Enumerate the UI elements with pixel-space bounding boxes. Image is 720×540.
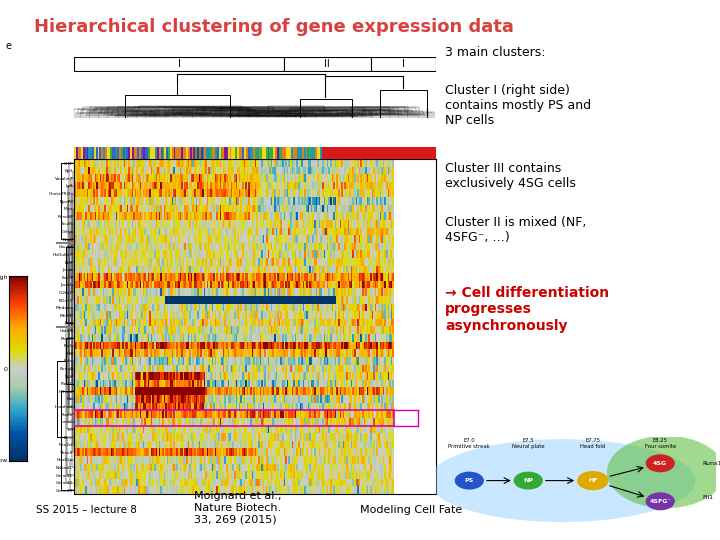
Text: Cluster I (right side)
contains mostly PS and
NP cells: Cluster I (right side) contains mostly P…: [445, 84, 591, 127]
Bar: [74, 57, 284, 71]
Text: Cluster II is mixed (NF,
4SFG⁻, …): Cluster II is mixed (NF, 4SFG⁻, …): [445, 216, 586, 244]
Text: Modeling Cell Fate: Modeling Cell Fate: [360, 505, 462, 515]
Circle shape: [646, 492, 675, 510]
Ellipse shape: [607, 436, 720, 508]
Text: II: II: [324, 59, 330, 69]
Text: SS 2015 – lecture 8: SS 2015 – lecture 8: [36, 505, 137, 515]
Text: PS: PS: [464, 478, 474, 483]
Text: E8.25
Four somite: E8.25 Four somite: [644, 438, 676, 449]
Text: HF: HF: [588, 478, 598, 483]
Circle shape: [513, 471, 543, 490]
Text: Cluster III contains
exclusively 4SG cells: Cluster III contains exclusively 4SG cel…: [445, 162, 576, 190]
Text: NP: NP: [523, 478, 534, 483]
Ellipse shape: [428, 439, 696, 522]
Circle shape: [577, 471, 608, 490]
Text: e: e: [6, 41, 12, 51]
Bar: [74, 410, 394, 426]
Text: Fli1: Fli1: [702, 495, 714, 501]
Text: I: I: [402, 59, 405, 69]
Text: Runx1: Runx1: [702, 461, 720, 466]
Circle shape: [646, 454, 675, 472]
Text: I: I: [178, 59, 181, 69]
Bar: [371, 57, 436, 71]
Text: E7.0
Primitive streak: E7.0 Primitive streak: [449, 438, 490, 449]
Text: E7.5
Neural plate: E7.5 Neural plate: [512, 438, 544, 449]
Text: Hierarchical clustering of gene expression data: Hierarchical clustering of gene expressi…: [34, 18, 513, 36]
Circle shape: [455, 471, 484, 490]
Text: → Cell differentiation
progresses
asynchronously: → Cell differentiation progresses asynch…: [445, 286, 609, 333]
Text: Moignard et al.,
Nature Biotech.
33, 269 (2015): Moignard et al., Nature Biotech. 33, 269…: [194, 491, 282, 524]
Text: 4SFG⁻: 4SFG⁻: [649, 499, 671, 504]
Text: 3 main clusters:: 3 main clusters:: [445, 46, 546, 59]
Text: E7.75
Head fold: E7.75 Head fold: [580, 438, 606, 449]
Bar: [284, 57, 371, 71]
Text: 4SG: 4SG: [653, 461, 667, 466]
